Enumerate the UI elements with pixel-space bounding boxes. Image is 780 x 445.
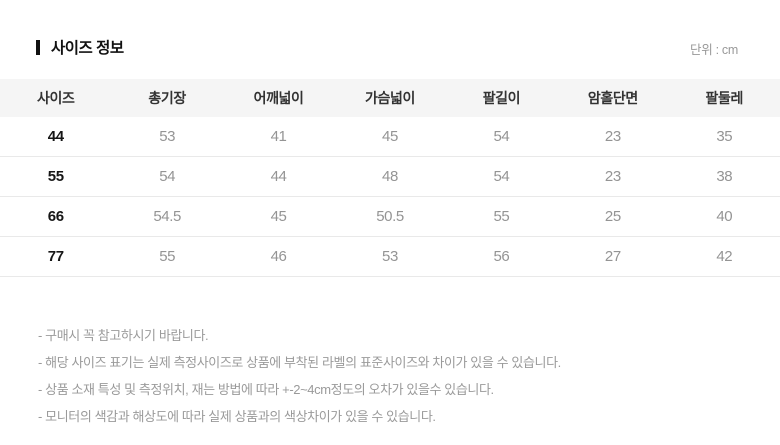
column-header-armhole: 암홀단면: [587, 90, 638, 106]
value-cell: 54.5: [153, 208, 181, 225]
column-header-size: 사이즈: [36, 90, 75, 106]
title-wrap: 사이즈 정보: [36, 36, 124, 58]
column-header-arm-length: 팔길이: [482, 90, 521, 106]
value-cell: 46: [270, 248, 287, 265]
note-line: - 상품 소재 특성 및 측정위치, 재는 방법에 따라 +-2~4cm정도의 …: [38, 382, 494, 397]
value-cell: 45: [270, 208, 287, 225]
note-line: - 구매시 꼭 참고하시기 바랍니다.: [38, 328, 209, 343]
value-cell: 54: [493, 168, 510, 185]
value-cell: 27: [604, 248, 621, 265]
purchase-notes: - 구매시 꼭 참고하시기 바랍니다. - 해당 사이즈 표기는 실제 측정사이…: [38, 322, 750, 430]
value-cell: 23: [604, 128, 621, 145]
value-cell: 55: [159, 248, 176, 265]
value-cell: 56: [493, 248, 510, 265]
size-table: 사이즈 총기장 어깨넓이 가슴넓이 팔길이 암홀단면 팔둘레 44 53 41 …: [0, 79, 780, 277]
column-header-shoulder-width: 어깨넓이: [253, 90, 304, 106]
table-row: 55 54 44 48 54 23 38: [0, 157, 780, 197]
note-line: - 해당 사이즈 표기는 실제 측정사이즈로 상품에 부착된 라벨의 표준사이즈…: [38, 355, 561, 370]
value-cell: 23: [604, 168, 621, 185]
value-cell: 53: [382, 248, 398, 265]
unit-label: 단위 : cm: [690, 43, 738, 57]
table-header-row: 사이즈 총기장 어깨넓이 가슴넓이 팔길이 암홀단면 팔둘레: [0, 79, 780, 117]
value-cell: 25: [604, 208, 621, 225]
note-line: - 모니터의 색감과 해상도에 따라 실제 상품과의 색상차이가 있을 수 있습…: [38, 409, 436, 424]
value-cell: 35: [716, 128, 733, 145]
title-accent-bar-icon: [36, 39, 40, 55]
section-header: 사이즈 정보 단위 : cm: [0, 0, 780, 58]
value-cell: 53: [159, 128, 176, 145]
value-cell: 38: [716, 168, 733, 185]
value-cell: 55: [493, 208, 510, 225]
size-cell: 66: [47, 208, 64, 225]
column-header-total-length: 총기장: [148, 90, 186, 106]
value-cell: 41: [270, 128, 287, 145]
value-cell: 48: [382, 168, 398, 185]
value-cell: 54: [493, 128, 510, 145]
value-cell: 45: [382, 128, 398, 145]
page-title: 사이즈 정보: [51, 40, 124, 57]
table-row: 44 53 41 45 54 23 35: [0, 117, 780, 157]
size-cell: 77: [47, 248, 64, 265]
column-header-arm-circumference: 팔둘레: [705, 90, 744, 106]
value-cell: 42: [716, 248, 733, 265]
value-cell: 40: [716, 208, 733, 225]
column-header-chest-width: 가슴넓이: [365, 90, 415, 106]
table-row: 66 54.5 45 50.5 55 25 40: [0, 197, 780, 237]
value-cell: 50.5: [376, 208, 404, 225]
value-cell: 54: [159, 168, 176, 185]
value-cell: 44: [270, 168, 287, 185]
size-cell: 44: [47, 128, 64, 145]
size-cell: 55: [47, 168, 64, 185]
table-row: 77 55 46 53 56 27 42: [0, 237, 780, 277]
